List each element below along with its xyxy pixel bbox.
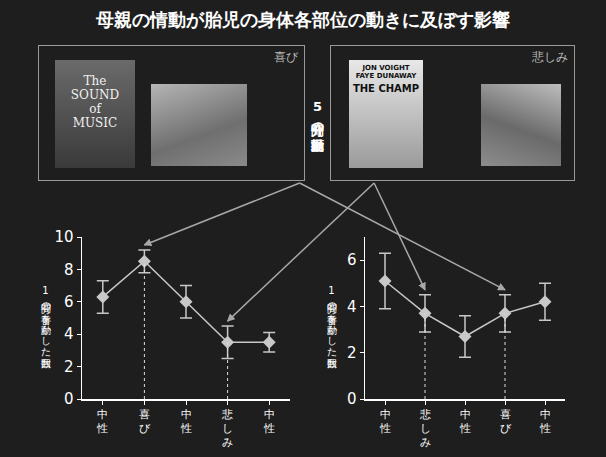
html-text:The SOUND of MUSIC: The SOUND of MUSIC: [70, 74, 120, 130]
svg-text:悲しみ: 悲しみ: [419, 408, 431, 450]
svg-text:8: 8: [64, 261, 74, 279]
svg-text:喜び: 喜び: [139, 408, 151, 435]
svg-text:2: 2: [347, 344, 357, 362]
html-text:母親の情動が胎児の身体各部位の動きに及ぼす影響: 母親の情動が胎児の身体各部位の動きに及ぼす影響: [96, 9, 510, 30]
svg-text:6: 6: [347, 251, 357, 269]
svg-text:4: 4: [64, 325, 74, 343]
svg-text:0: 0: [64, 390, 74, 408]
html-text:1分間の手首を動かした回数: 1分間の手首を動かした回数: [326, 285, 337, 351]
svg-text:2: 2: [64, 358, 74, 376]
svg-text:6: 6: [64, 293, 74, 311]
svg-text:喜び: 喜び: [500, 408, 512, 435]
html-text:1分間の手首を動かした回数: 1分間の手首を動かした回数: [40, 285, 51, 351]
html-text:悲しみ: 悲しみ: [532, 50, 568, 64]
html-text:THE CHAMP: THE CHAMP: [352, 83, 420, 94]
svg-text:10: 10: [54, 228, 73, 246]
html-text:喜び: 喜び: [274, 50, 298, 64]
svg-text:4: 4: [347, 298, 357, 316]
svg-text:中性: 中性: [180, 408, 192, 435]
html-text:FAYE DUNAWAY: FAYE DUNAWAY: [355, 72, 417, 80]
svg-text:中性: 中性: [539, 408, 551, 435]
svg-text:悲しみ: 悲しみ: [221, 408, 233, 450]
svg-text:中性: 中性: [263, 408, 275, 435]
svg-text:中性: 中性: [96, 408, 108, 435]
svg-text:中性: 中性: [379, 408, 391, 435]
html-text:JON VOIGHT: JON VOIGHT: [362, 64, 410, 72]
svg-text:0: 0: [347, 390, 357, 408]
svg-text:中性: 中性: [459, 408, 471, 435]
html-text:5分間の動画提示: 5分間の動画提示: [310, 99, 325, 129]
